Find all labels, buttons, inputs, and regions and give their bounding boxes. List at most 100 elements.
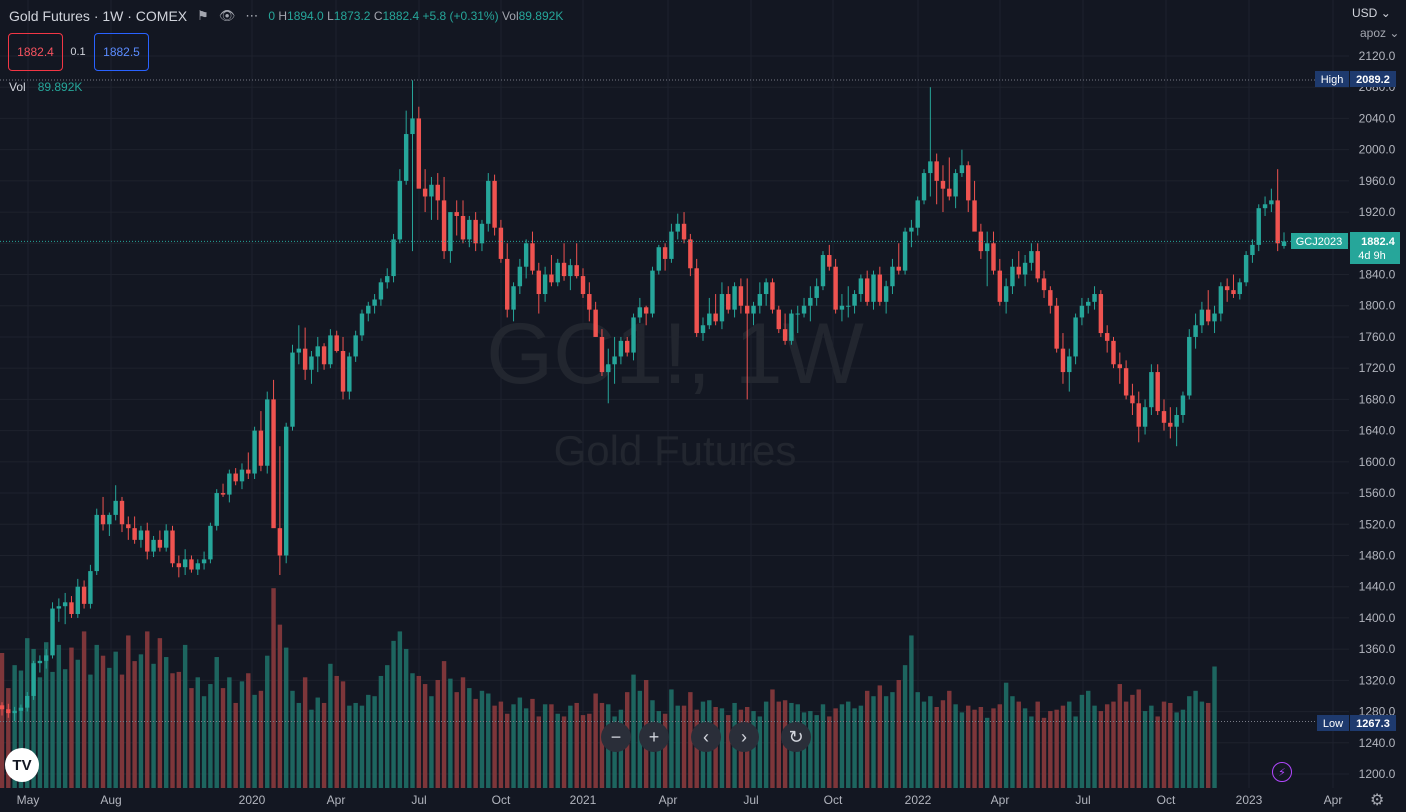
volume-bar <box>959 712 965 788</box>
candlesticks <box>0 80 1287 722</box>
volume-bar <box>486 693 491 788</box>
candle-body <box>1041 278 1047 291</box>
price-tick-label: 1720.0 <box>1359 361 1396 375</box>
volume-bar <box>568 705 573 788</box>
price-tick-label: 1480.0 <box>1359 548 1396 562</box>
price-tick-label: 1400.0 <box>1359 611 1396 625</box>
scroll-left-icon[interactable]: ‹ <box>691 722 721 752</box>
candle-body <box>770 282 775 310</box>
volume-bar <box>561 716 567 788</box>
scale-mode-select[interactable]: apoz ⌄ <box>1360 26 1399 40</box>
symbol-legend[interactable]: Gold Futures · 1W · COMEX ⚑ 👁 ⋯ 0 H1894.… <box>9 8 563 24</box>
candle-body <box>1180 395 1186 415</box>
volume-bar <box>81 631 87 788</box>
candle-body <box>441 200 447 252</box>
volume-bar <box>909 635 914 788</box>
candle-body <box>921 173 927 201</box>
candle-body <box>1161 411 1167 423</box>
candle-body <box>1054 305 1059 349</box>
tradingview-logo-icon[interactable]: TV <box>5 748 39 782</box>
eye-icon[interactable]: 👁 <box>218 8 236 23</box>
candle-body <box>315 346 320 357</box>
candle-body <box>852 294 857 306</box>
candle-body <box>738 286 744 306</box>
candle-body <box>88 571 93 604</box>
volume-bar <box>334 675 339 788</box>
price-axis[interactable]: 2120.02080.02040.02000.01960.01920.01880… <box>1350 0 1406 812</box>
contract-label-box <box>1291 233 1348 249</box>
currency-select[interactable]: USD ⌄ <box>1352 6 1391 20</box>
candle-body <box>789 313 794 341</box>
buy-button[interactable]: 1882.5 <box>94 33 149 71</box>
candle-body <box>435 184 440 201</box>
nav-spacer <box>677 722 683 752</box>
candle-body <box>681 223 687 240</box>
candle-body <box>580 276 586 295</box>
volume-legend-value: 89.892K <box>37 80 83 94</box>
volume-bar <box>883 696 889 788</box>
volume-bar <box>1161 701 1167 788</box>
candle-body <box>782 329 788 341</box>
volume-bar <box>997 704 1003 788</box>
reset-icon[interactable]: ↻ <box>781 722 811 752</box>
candle-body <box>37 660 43 664</box>
more-icon[interactable]: ⋯ <box>245 8 259 23</box>
time-axis[interactable]: May Aug 2020 Apr Jul Oct 2021 Apr Jul Oct 2022 Apr J… <box>17 793 1343 807</box>
candle-body <box>726 294 731 310</box>
candle-body <box>934 161 939 181</box>
candle-body <box>555 262 560 283</box>
volume-bar <box>808 711 813 788</box>
candle-body <box>1199 309 1205 326</box>
last-price-box <box>1350 232 1400 264</box>
volume-bar <box>189 688 194 788</box>
candle-body <box>1250 244 1255 256</box>
candle-body <box>517 266 523 287</box>
candle-body <box>568 265 573 277</box>
candle-body <box>1149 372 1154 408</box>
candle-body <box>81 586 87 604</box>
volume-bar <box>0 653 5 788</box>
gear-icon[interactable]: ⚙ <box>1370 792 1385 809</box>
volume-bar <box>227 677 232 788</box>
zoom-out-icon[interactable]: − <box>601 722 631 752</box>
last-price-value: 1882.4 <box>1361 236 1396 248</box>
bar-countdown: 4d 9h <box>1358 250 1386 262</box>
volume-bar <box>549 704 554 788</box>
volume-bar <box>827 716 832 788</box>
volume-bar <box>896 680 901 788</box>
candle-body <box>719 294 725 322</box>
zoom-in-icon[interactable]: + <box>639 722 669 752</box>
high-price: 1894.0 <box>287 9 324 23</box>
volume-bar <box>612 716 617 788</box>
volume-bar <box>530 698 535 788</box>
candle-body <box>959 165 965 174</box>
candle-body <box>486 180 491 224</box>
candle-body <box>858 278 864 295</box>
candle-body <box>1060 348 1066 373</box>
sell-button[interactable]: 1882.4 <box>8 33 63 71</box>
volume-bar <box>1174 712 1179 788</box>
candle-body <box>138 530 144 540</box>
volume-bar <box>170 673 175 788</box>
symbol-title[interactable]: Gold Futures · 1W · COMEX <box>9 8 188 24</box>
time-tick-label: Apr <box>1324 793 1343 807</box>
volume-bar <box>201 696 207 788</box>
volume-bar <box>62 669 68 788</box>
volume-bar <box>593 693 598 788</box>
flag-icon[interactable]: ⚑ <box>197 8 209 23</box>
candle-body <box>265 399 270 466</box>
volume-bar <box>1193 690 1198 788</box>
volume-bar <box>991 708 996 788</box>
low-price: 1873.2 <box>333 9 371 23</box>
candle-body <box>561 262 567 277</box>
volume-legend[interactable]: Vol 89.892K <box>9 80 82 94</box>
volume-bar <box>517 697 523 788</box>
scroll-right-icon[interactable]: › <box>729 722 759 752</box>
lightning-icon[interactable]: ⚡ <box>1272 762 1292 782</box>
candle-body <box>902 231 908 271</box>
candle-body <box>1048 290 1053 306</box>
candle-body <box>1079 305 1085 318</box>
candle-body <box>1073 317 1078 357</box>
candle-body <box>12 710 17 714</box>
